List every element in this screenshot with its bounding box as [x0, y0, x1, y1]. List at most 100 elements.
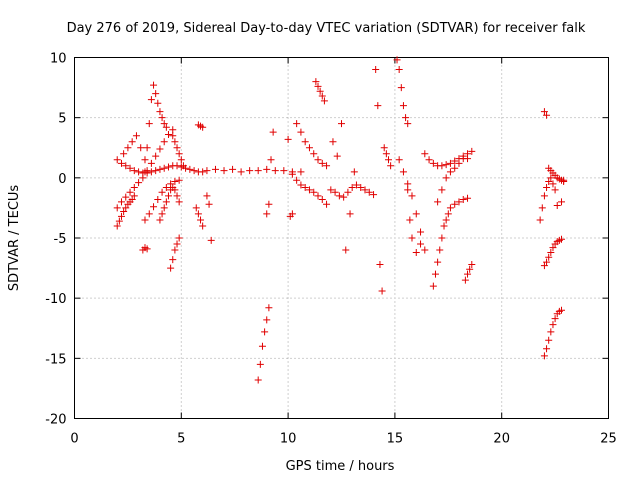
- data-point: [342, 246, 350, 254]
- y-tick-label: 0: [58, 172, 66, 187]
- data-point: [192, 204, 200, 212]
- series-arc-q: [284, 135, 296, 220]
- series-arc-j: [167, 234, 183, 272]
- data-point: [128, 195, 136, 203]
- data-point: [229, 165, 237, 173]
- series-arc-k: [194, 121, 207, 131]
- y-tick-label: -15: [45, 352, 66, 367]
- data-point: [545, 336, 553, 344]
- data-point: [152, 152, 160, 160]
- data-point: [205, 200, 213, 208]
- data-point: [442, 161, 450, 169]
- series-arc-v: [329, 120, 358, 254]
- y-tick-label: 10: [50, 52, 67, 67]
- data-point: [468, 147, 476, 155]
- data-point: [438, 234, 446, 242]
- data-point: [288, 210, 296, 218]
- y-tick-label: 5: [58, 112, 66, 127]
- data-point: [220, 167, 228, 175]
- data-point: [175, 234, 183, 242]
- data-point: [179, 162, 187, 170]
- data-point: [145, 120, 153, 128]
- data-point: [399, 168, 407, 176]
- data-point: [164, 163, 172, 171]
- data-point: [147, 168, 155, 176]
- data-point: [417, 240, 425, 248]
- data-point: [122, 193, 130, 201]
- data-point: [117, 212, 125, 220]
- data-point: [269, 128, 277, 136]
- data-point: [175, 150, 183, 158]
- data-point: [113, 222, 121, 230]
- data-point: [147, 96, 155, 104]
- data-point: [145, 210, 153, 218]
- data-point: [173, 192, 181, 200]
- data-point: [438, 162, 446, 170]
- data-point: [327, 186, 335, 194]
- series-arc-n: [203, 165, 305, 176]
- data-point: [156, 108, 164, 116]
- data-point: [117, 198, 125, 206]
- data-point: [464, 270, 472, 278]
- data-point: [143, 245, 151, 253]
- data-point: [425, 156, 433, 164]
- data-point: [154, 99, 162, 107]
- data-point: [263, 165, 271, 173]
- data-point: [305, 144, 313, 152]
- data-point: [387, 162, 395, 170]
- data-point: [135, 179, 143, 187]
- data-point: [344, 188, 352, 196]
- series-arc-u: [327, 181, 378, 201]
- data-point: [382, 150, 390, 158]
- data-point: [126, 164, 134, 172]
- data-point: [421, 246, 429, 254]
- data-point: [323, 200, 331, 208]
- data-point: [293, 176, 301, 184]
- y-axis-label: SDTVAR / TECUs: [7, 185, 22, 292]
- x-tick-label: 0: [70, 432, 78, 447]
- series-arc-m: [203, 192, 215, 244]
- data-point: [352, 181, 360, 189]
- data-point: [261, 328, 269, 336]
- data-point: [265, 304, 273, 312]
- data-point: [440, 222, 448, 230]
- data-point: [318, 92, 326, 100]
- data-point: [348, 183, 356, 191]
- data-point: [190, 167, 198, 175]
- data-point: [162, 123, 170, 131]
- data-point: [395, 66, 403, 74]
- data-point: [246, 167, 254, 175]
- data-point: [318, 159, 326, 167]
- data-point: [397, 84, 405, 92]
- data-point: [135, 168, 143, 176]
- series-arc-t: [312, 78, 328, 105]
- series-arc-l: [192, 204, 207, 230]
- data-point: [113, 204, 121, 212]
- data-point: [171, 246, 179, 254]
- data-point: [169, 256, 177, 264]
- data-point: [551, 315, 559, 323]
- series-arc-aa: [404, 186, 425, 256]
- series-arc-ae: [461, 260, 476, 284]
- data-point: [254, 376, 262, 384]
- data-point: [141, 216, 149, 224]
- series-arc-f: [141, 176, 183, 224]
- data-point: [256, 360, 264, 368]
- data-point: [543, 345, 551, 353]
- data-point: [120, 150, 128, 158]
- data-point: [549, 180, 557, 188]
- data-point: [372, 66, 380, 74]
- series-arc-ag: [540, 108, 568, 185]
- data-point: [431, 270, 439, 278]
- data-point: [263, 316, 271, 324]
- data-point: [318, 195, 326, 203]
- data-point: [122, 162, 130, 170]
- data-point: [350, 168, 358, 176]
- data-point: [143, 144, 151, 152]
- data-point: [113, 156, 121, 164]
- data-point: [128, 138, 136, 146]
- x-tick-label: 20: [493, 432, 510, 447]
- data-point: [258, 342, 266, 350]
- y-tick-label: -20: [45, 413, 66, 428]
